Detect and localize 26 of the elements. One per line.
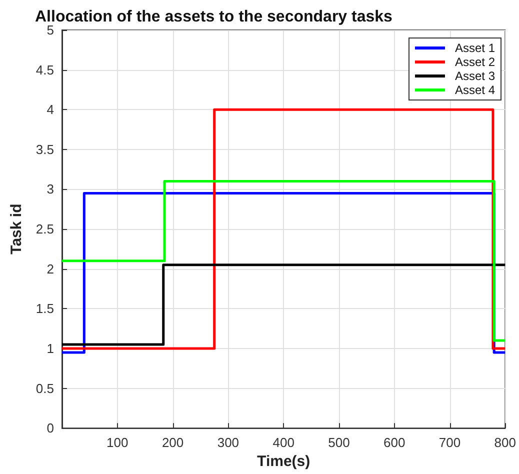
x-axis-title: Time(s) — [257, 453, 310, 470]
x-tick-label: 300 — [217, 435, 240, 450]
legend-label: Asset 2 — [454, 55, 496, 69]
y-tick-label: 3.5 — [36, 142, 54, 157]
y-tick-label: 1.5 — [36, 301, 54, 316]
x-tick-label: 400 — [272, 435, 294, 450]
x-tick-label: 500 — [328, 435, 350, 450]
legend-label: Asset 1 — [454, 41, 496, 55]
legend-label: Asset 4 — [454, 83, 496, 97]
x-tick-label: 100 — [106, 435, 128, 450]
y-tick-label: 1 — [46, 340, 54, 356]
x-tick-label: 200 — [162, 435, 184, 450]
x-tick-label: 800 — [494, 435, 516, 450]
y-tick-label: 2 — [46, 261, 54, 276]
y-tick-label: 2.5 — [36, 222, 54, 237]
y-tick-label: 0.5 — [36, 380, 54, 396]
x-tick-label: 600 — [384, 435, 406, 450]
y-tick-label: 5 — [46, 22, 54, 38]
x-tick-label: 700 — [438, 435, 461, 450]
y-tick-label: 0 — [46, 420, 54, 436]
y-tick-label: 4.5 — [36, 62, 54, 78]
chart-title: Allocation of the assets to the secondary tasks — [35, 8, 393, 26]
legend-label: Asset 3 — [454, 69, 496, 83]
y-tick-label: 4 — [46, 102, 54, 118]
y-axis-title: Task id — [8, 204, 25, 254]
y-tick-label: 3 — [46, 182, 54, 197]
